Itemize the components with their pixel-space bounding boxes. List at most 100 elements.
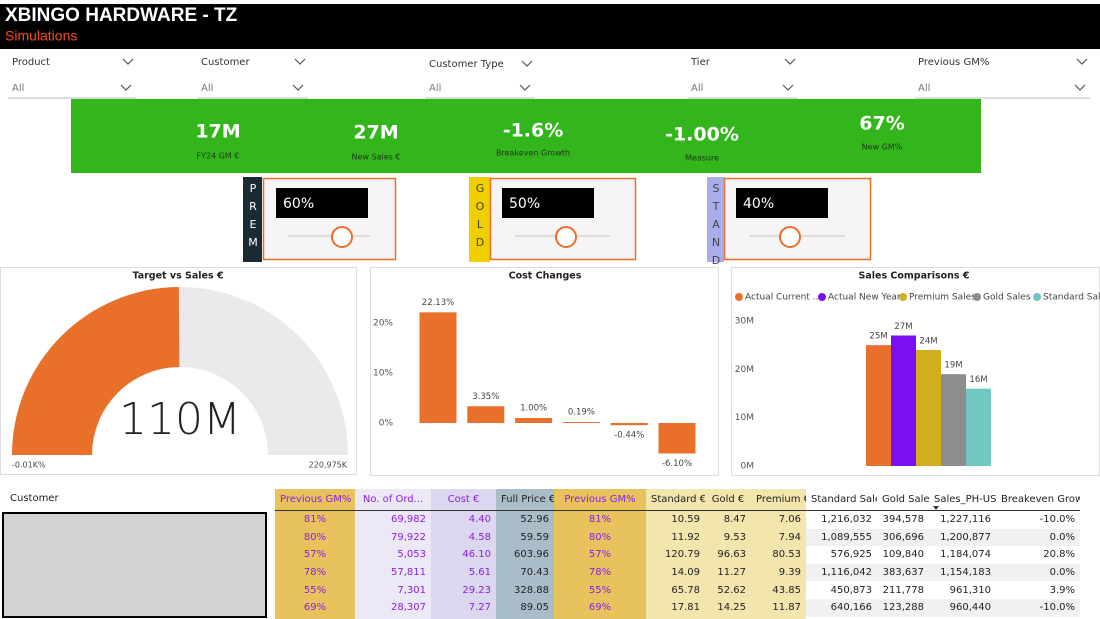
table-cell: -10.0% [996,598,1080,617]
slider-knob[interactable] [555,226,577,248]
legend-label: Actual Current ... [745,293,821,303]
table-row: 69% 28,307 7.27 89.05 69% 17.81 14.25 11.87 640,… [275,598,1080,617]
bar [610,423,648,426]
table-cell: 381,688 [806,616,877,619]
tier-bar [707,177,724,262]
table-cell: 120.79 [646,546,705,564]
bar [419,312,457,423]
filter-label: Product [12,57,50,68]
table-cell: 79,922 [355,528,431,547]
chevron [122,58,134,65]
table-cell: 81% [275,510,355,529]
slider-knob[interactable] [331,226,353,248]
y-tick-label: 0M [741,462,755,472]
slider-value: 60% [283,196,314,212]
value-label: 19M [944,361,962,371]
filter-value: All [918,83,930,94]
table-cell: 43.85 [751,581,806,599]
column-header: Premium € [751,489,806,511]
table-cell: 1,089,555 [806,528,877,547]
table-row: 57% 5,053 46.10 603.96 57% 120.79 96.63 80.53 57… [275,546,1080,564]
table-cell: 52.62 [705,581,751,599]
slider-knob[interactable] [779,226,801,248]
legend-swatch [735,293,743,301]
y-tick-label: 10M [735,413,754,423]
column-header: Gold Sales [877,489,929,511]
bar [866,345,891,466]
bar [891,335,916,466]
value-label: 22.13% [422,298,454,308]
table-cell: 4.58 [431,528,496,547]
kpi-value: 27M [353,122,398,144]
table-cell: 62% [275,616,355,619]
table-cell: 55% [275,581,355,599]
value-label: 16M [969,375,987,385]
legend-label: Actual New Year [828,293,901,303]
table-cell: 57,811 [355,563,431,582]
tier-bar [469,177,490,262]
table-cell: 9.53 [705,528,751,547]
table-cell: 70.43 [496,563,554,582]
kpi-value: 67% [859,113,904,135]
table-cell: 3.9% [996,581,1080,599]
gauge-value-label: 110M [119,394,241,445]
table-row: 62%2,68354.49742.5262%148.50118.8099.003… [275,616,1080,619]
table-cell: 9.39 [751,563,806,582]
chart-title: Target vs Sales € [132,271,223,282]
table-cell: 59.59 [496,528,554,547]
column-header: Standard € [646,489,705,511]
chevron [1076,58,1088,65]
slider-value: 40% [743,196,774,212]
table-cell: 306,696 [877,528,929,547]
y-tick-label: 10% [373,369,393,379]
y-tick-label: 20M [735,365,754,375]
slider-value: 50% [509,196,540,212]
table-cell: 57% [275,546,355,564]
bar [467,406,505,423]
table-cell: 54.49 [431,616,496,619]
filter-value: All [429,83,441,94]
table-cell: 17.81 [646,598,705,617]
table-cell: 712,769 [929,616,996,619]
table-cell: 394,578 [877,510,929,529]
chart-title: Sales Comparisons € [859,271,970,282]
slider-value-box [736,188,828,218]
chevron [294,58,306,65]
slider-value-box [502,188,594,218]
chevron [521,60,533,67]
table-cell: 5,053 [355,546,431,564]
title: XBINGO HARDWARE - TZ [5,5,238,26]
table-cell: 69,982 [355,510,431,529]
table-cell: 211,778 [877,581,929,599]
bar [916,350,941,466]
table-cell: 1,227,116 [929,510,996,529]
table-cell: 960,440 [929,598,996,617]
value-label: 27M [894,322,912,332]
table-cell: 576,925 [806,546,877,564]
table-cell: 640,166 [806,598,877,617]
table-cell: 328.88 [496,581,554,599]
table-cell: 1,116,042 [806,563,877,582]
table-cell: 1,200,877 [929,528,996,547]
filter-label: Customer [201,57,250,68]
value-label: 1.00% [520,404,547,414]
column-header: Gold € [705,489,751,511]
table-cell: 69% [554,598,646,617]
bar [515,418,553,423]
filter-value: All [201,83,213,94]
table-cell: 80% [554,528,646,547]
table-cell: 96.63 [705,546,751,564]
chevron [120,84,132,91]
table-cell: 0.0% [996,563,1080,582]
table-row: 78% 57,811 5.61 70.43 78% 14.09 11.27 9.39 1,116… [275,563,1080,582]
tier-label: GOLD [474,182,487,254]
table-cell: 0.0% [996,528,1080,547]
filter-label: Previous GM% [918,57,989,68]
filter-label: Customer Type [429,59,504,70]
table-cell: 14.09 [646,563,705,582]
value-label: 24M [919,337,937,347]
column-header: Cost € [431,489,496,511]
table-cell: 78% [554,563,646,582]
